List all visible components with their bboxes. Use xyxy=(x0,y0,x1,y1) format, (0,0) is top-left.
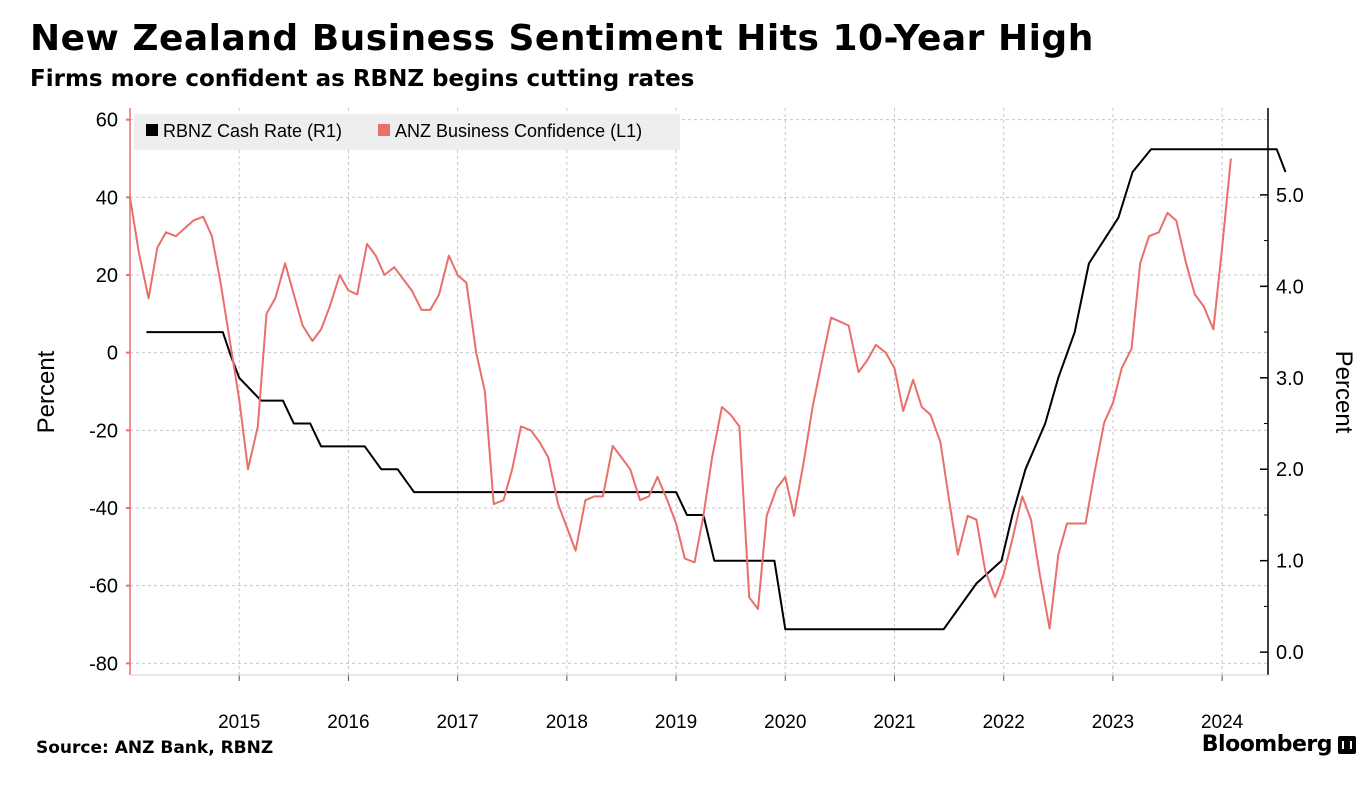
left-tick-label: 60 xyxy=(96,110,118,132)
left-tick-label: -20 xyxy=(89,420,118,442)
legend-label-cash-rate: RBNZ Cash Rate (R1) xyxy=(163,121,342,141)
series-lines xyxy=(129,148,1287,631)
right-tick-label: 4.0 xyxy=(1276,276,1304,298)
legend-background xyxy=(134,114,680,150)
x-tick-label: 2017 xyxy=(436,712,478,730)
business-confidence-line xyxy=(129,158,1232,630)
chart-axes xyxy=(126,108,1269,681)
x-tick-label: 2022 xyxy=(983,712,1025,730)
legend: RBNZ Cash Rate (R1) ANZ Business Confiden… xyxy=(134,114,680,150)
x-tick-label: 2024 xyxy=(1201,712,1244,730)
right-tick-label: 1.0 xyxy=(1276,551,1304,573)
right-tick-label: 5.0 xyxy=(1276,185,1304,207)
right-tick-label: 3.0 xyxy=(1276,368,1304,390)
left-tick-label: 0 xyxy=(107,343,118,365)
x-tick-label: 2021 xyxy=(873,712,915,730)
legend-swatch-cash-rate xyxy=(146,124,158,136)
left-tick-label: 20 xyxy=(96,265,118,287)
chart-title: New Zealand Business Sentiment Hits 10-Y… xyxy=(30,18,1094,59)
right-tick-label: 2.0 xyxy=(1276,459,1304,481)
left-tick-label: -60 xyxy=(89,576,118,598)
line-chart: 2015 2016 2017 2018 2019 2020 2021 2022 2023 2024… xyxy=(33,108,1357,730)
legend-label-business-confidence: ANZ Business Confidence (L1) xyxy=(395,121,642,141)
chart-subtitle: Firms more confident as RBNZ begins cutt… xyxy=(30,66,695,92)
left-tick-label: 40 xyxy=(96,187,118,209)
x-tick-label: 2020 xyxy=(764,712,806,730)
bloomberg-logo: Bloomberg xyxy=(1202,732,1356,757)
gridlines xyxy=(130,108,1268,675)
cash-rate-line xyxy=(146,148,1287,631)
right-tick-label: 0.0 xyxy=(1276,642,1304,664)
x-tick-label: 2016 xyxy=(327,712,369,730)
left-tick-label: -80 xyxy=(89,653,118,675)
legend-swatch-business-confidence xyxy=(378,124,390,136)
x-tick-label: 2019 xyxy=(655,712,697,730)
x-tick-label: 2023 xyxy=(1092,712,1134,730)
tick-labels: 2015 2016 2017 2018 2019 2020 2021 2022 2023 2024… xyxy=(33,110,1357,730)
x-tick-label: 2015 xyxy=(218,712,260,730)
bloomberg-terminal-icon xyxy=(1338,735,1356,754)
left-axis-title: Percent xyxy=(33,350,60,433)
brand-name: Bloomberg xyxy=(1201,732,1333,757)
left-tick-label: -40 xyxy=(89,498,118,520)
right-axis-title: Percent xyxy=(1330,351,1357,434)
x-tick-label: 2018 xyxy=(546,712,588,730)
source-note: Source: ANZ Bank, RBNZ xyxy=(36,738,274,758)
